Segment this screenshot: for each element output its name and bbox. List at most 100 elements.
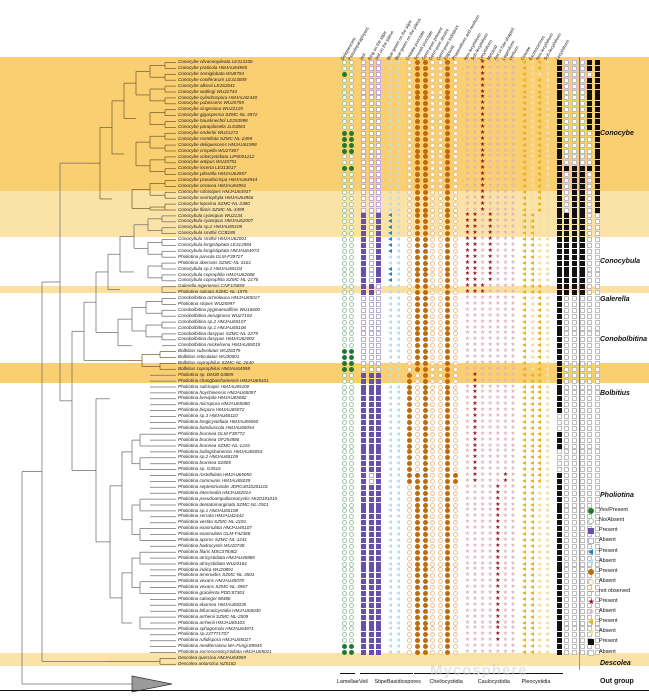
cell-present — [537, 172, 542, 177]
matrix-cell — [587, 83, 593, 89]
matrix-cell — [387, 473, 393, 478]
matrix-cell — [544, 402, 550, 407]
matrix-cell: ★ — [465, 366, 470, 372]
matrix-cell — [522, 478, 527, 484]
cell-absent — [430, 119, 436, 124]
matrix-cell — [594, 77, 600, 83]
cell-absent: ★ — [464, 200, 471, 207]
cell-absent — [529, 325, 534, 330]
matrix-cell — [556, 119, 562, 124]
matrix-cell: ★ — [480, 490, 485, 496]
cell-absent: ★ — [479, 336, 486, 343]
cell-present — [414, 301, 420, 307]
matrix-cell — [587, 384, 593, 390]
cell-absent — [564, 189, 570, 195]
matrix-cell — [522, 178, 527, 183]
cell-absent: ★ — [479, 324, 486, 331]
cell-present: ★ — [472, 477, 478, 484]
matrix-cell — [544, 254, 550, 260]
cell-present — [376, 431, 382, 437]
cell-absent — [437, 449, 443, 455]
matrix-cell — [544, 461, 550, 466]
cell-absent: ★ — [495, 159, 501, 166]
matrix-cell — [407, 390, 413, 396]
cell-absent: ★ — [510, 460, 516, 467]
matrix-cell — [376, 408, 382, 414]
matrix-cell — [349, 461, 355, 467]
matrix-cell — [452, 484, 458, 490]
matrix-cell — [360, 195, 366, 201]
matrix-cell — [349, 183, 355, 189]
cell-absent — [564, 296, 570, 301]
matrix-cell — [544, 343, 550, 348]
cell-absent: ★ — [502, 489, 509, 496]
matrix-cell — [529, 219, 535, 224]
matrix-cell — [422, 331, 428, 337]
matrix-cell — [537, 390, 542, 395]
cell-absent — [544, 325, 549, 330]
matrix-cell: ★ — [480, 431, 485, 437]
cell-absent — [430, 136, 436, 142]
cell-present: ★ — [479, 147, 486, 154]
cell-present — [556, 254, 562, 260]
cell-absent — [349, 113, 355, 119]
matrix-cell — [452, 337, 458, 343]
cell-absent — [387, 260, 392, 265]
matrix-cell — [360, 414, 366, 419]
matrix-cell — [522, 248, 527, 254]
cell-absent — [349, 254, 355, 260]
cell-present: ★ — [479, 177, 486, 183]
matrix-cell — [368, 154, 374, 160]
cell-absent: ★ — [479, 407, 486, 414]
matrix-cell — [437, 301, 443, 307]
matrix-cell: ★ — [472, 236, 477, 242]
matrix-cell — [522, 384, 527, 390]
matrix-cell — [556, 77, 562, 83]
matrix-cell — [360, 290, 366, 296]
matrix-cell — [445, 107, 451, 113]
matrix-cell: ★ — [495, 401, 500, 407]
matrix-cell — [360, 242, 366, 248]
cell-absent — [537, 490, 542, 495]
matrix-cell: ★ — [488, 460, 493, 466]
matrix-cell — [452, 248, 458, 254]
matrix-cell — [376, 378, 382, 384]
taxon-label: Pholiotina sp.3 HMJAU65110 — [178, 413, 238, 419]
cell-present — [571, 237, 577, 242]
cell-absent: ★ — [502, 318, 509, 325]
cell-absent: ★ — [487, 436, 493, 443]
matrix-cell — [537, 467, 542, 472]
matrix-cell — [452, 449, 458, 455]
matrix-cell — [368, 242, 374, 248]
cell-absent — [544, 455, 549, 460]
cell-absent — [360, 331, 366, 337]
cell-present — [349, 166, 355, 172]
cell-present: ★ — [472, 436, 478, 443]
cell-absent: ★ — [495, 318, 501, 325]
matrix-cell — [452, 431, 458, 437]
matrix-cell — [571, 384, 577, 390]
cell-present — [556, 113, 562, 119]
cell-present — [368, 425, 374, 431]
taxon-label: Conocybe pubescens WU20759 — [178, 100, 244, 106]
cell-absent — [407, 213, 413, 219]
cell-absent — [430, 183, 436, 189]
cell-present — [376, 390, 382, 396]
matrix-cell — [564, 119, 570, 124]
cell-absent — [349, 71, 355, 77]
matrix-cell — [341, 419, 347, 425]
matrix-cell — [556, 290, 562, 296]
matrix-cell — [571, 278, 577, 284]
cell-absent — [571, 77, 577, 83]
matrix-cell — [395, 390, 401, 395]
matrix-cell — [445, 83, 451, 89]
matrix-cell — [564, 278, 570, 284]
cell-absent — [452, 201, 458, 207]
matrix-cell — [445, 455, 451, 461]
cell-present — [368, 437, 374, 443]
matrix-cell — [537, 278, 542, 283]
cell-present — [414, 473, 420, 478]
matrix-cell: ★ — [465, 384, 470, 390]
cell-absent: ★ — [495, 177, 501, 183]
cell-absent: ★ — [472, 342, 478, 349]
